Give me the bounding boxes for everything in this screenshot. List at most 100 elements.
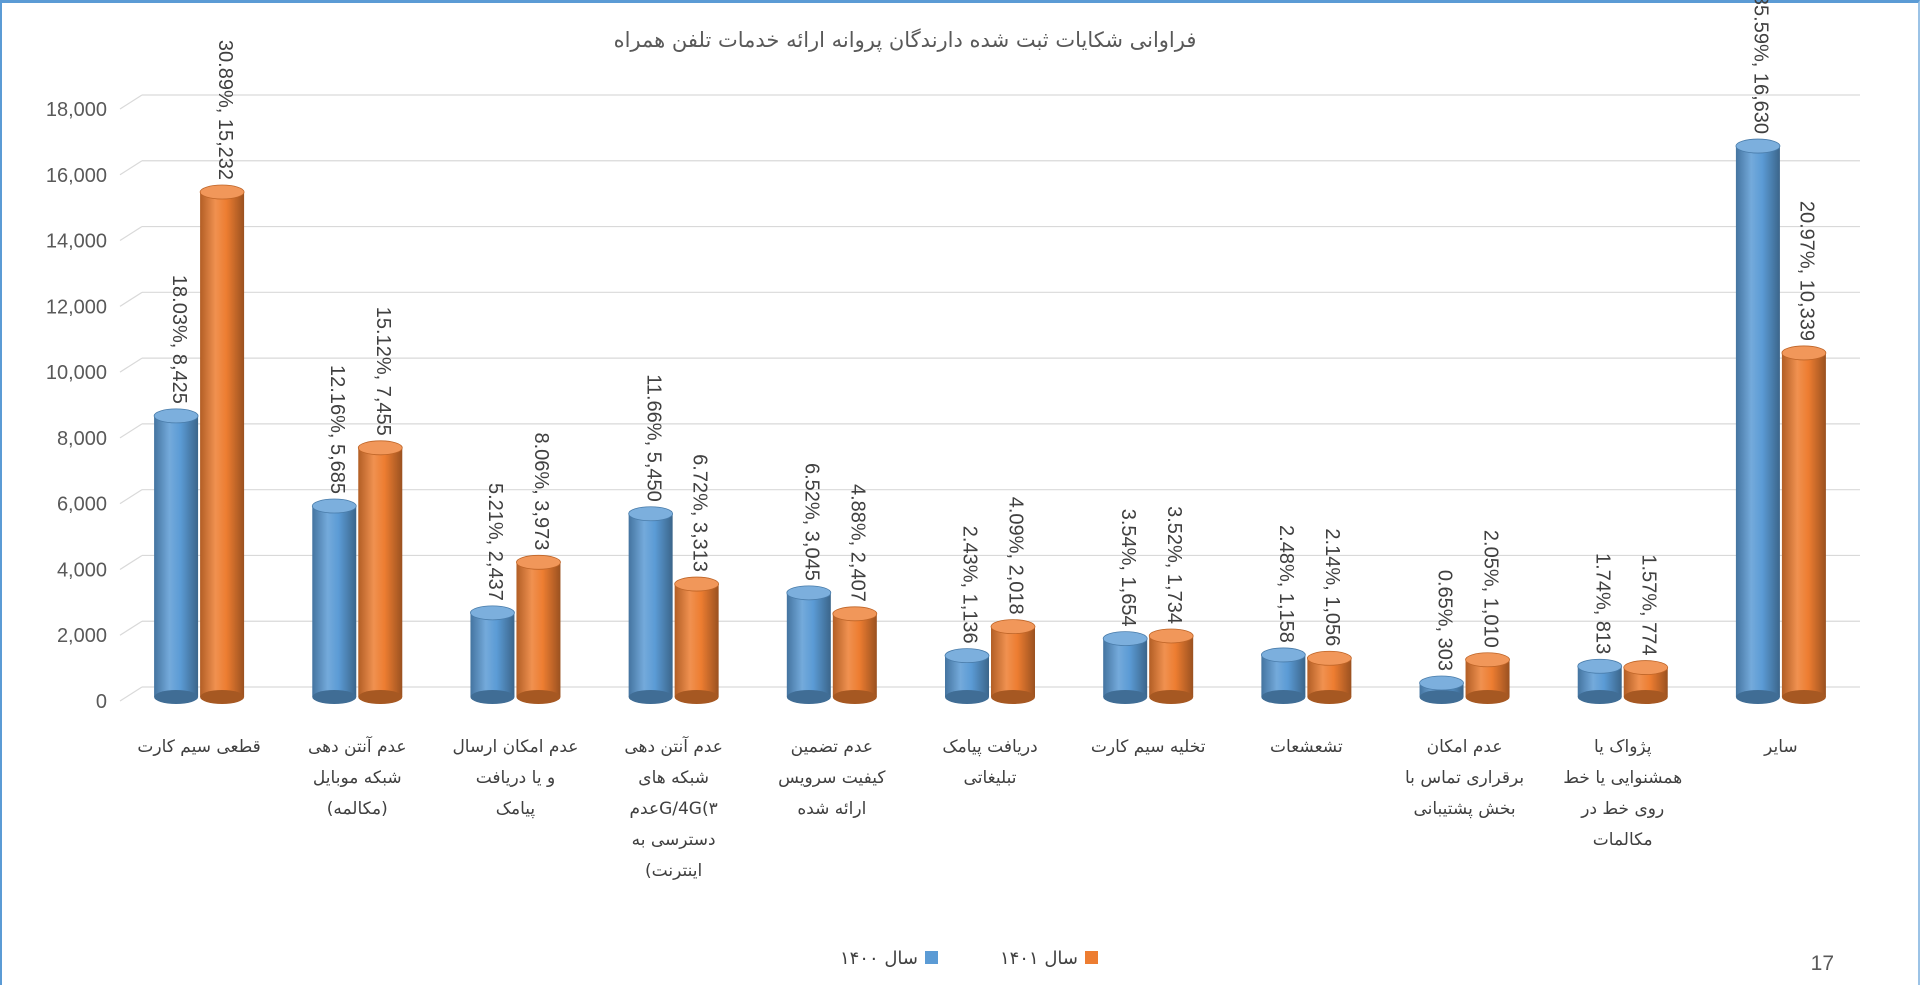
- bar-top: [153, 408, 199, 424]
- bar-top: [1260, 647, 1306, 663]
- bar-body: [1149, 635, 1194, 697]
- y-tick-label: 8,000: [57, 428, 107, 450]
- bar: [1306, 650, 1352, 704]
- y-tick-label: 16,000: [46, 165, 107, 187]
- y-tick-label: 2,000: [57, 625, 107, 647]
- category-label: تشعشعات: [1270, 737, 1343, 757]
- data-label: 6.72%, 3,313: [688, 454, 710, 572]
- bar-body: [1103, 638, 1148, 697]
- data-label: 4.09%, 2,018: [1005, 497, 1027, 615]
- category-label: عدم آنتن دهی: [308, 735, 407, 757]
- chart-title: فراوانی شکایات ثبت شده دارندگان پروانه ا…: [614, 28, 1197, 52]
- bar: [1260, 647, 1306, 704]
- data-label: 12.16%, 5,685: [326, 365, 348, 494]
- bar-base: [1735, 690, 1780, 704]
- bar-base: [832, 690, 877, 704]
- bar: [153, 408, 199, 704]
- gridline-edge: [119, 423, 143, 439]
- category-label: سایر: [1763, 737, 1798, 757]
- bar: [199, 184, 245, 704]
- category-label: دسترسی به: [632, 830, 716, 850]
- bar-top: [1577, 658, 1623, 674]
- bar-body: [1735, 146, 1780, 697]
- data-label: 15.12%, 7,455: [372, 307, 394, 436]
- data-label: 35.59%, 16,630: [1750, 0, 1772, 134]
- y-tick-label: 10,000: [46, 362, 107, 384]
- bar-base: [1465, 690, 1510, 704]
- y-tick-label: 6,000: [57, 494, 107, 516]
- bar-base: [945, 690, 989, 704]
- bar: [674, 576, 720, 704]
- legend-label: سال ۱۴۰۰: [840, 948, 918, 969]
- bar: [1419, 675, 1464, 704]
- bar: [470, 605, 515, 704]
- bar-base: [1623, 690, 1668, 704]
- bar: [1623, 660, 1669, 704]
- data-label: 2.05%, 1,010: [1479, 530, 1501, 648]
- bar-body: [470, 612, 515, 697]
- bar-body: [628, 513, 673, 697]
- bar-base: [516, 690, 561, 704]
- category-label: کیفیت سرویس: [778, 768, 886, 788]
- category-label: مکالمات: [1593, 830, 1653, 850]
- bar: [311, 498, 357, 704]
- data-label: 11.66%, 5,450: [642, 374, 664, 502]
- gridline-edge: [119, 357, 143, 373]
- page-number: 17: [1810, 952, 1834, 975]
- bar-top: [1148, 628, 1194, 644]
- bar-top: [1735, 138, 1781, 154]
- bar: [1148, 628, 1194, 704]
- bar-base: [628, 690, 673, 704]
- bar-body: [832, 613, 877, 697]
- bar-body: [1781, 352, 1826, 697]
- category-label: شبکه موبایل: [313, 768, 402, 788]
- bar-top: [1781, 345, 1827, 361]
- bar-body: [358, 447, 403, 697]
- bar-top: [1465, 652, 1510, 668]
- category-label: روی خط در: [1580, 799, 1664, 819]
- category-label: قطعی سیم کارت: [137, 737, 260, 757]
- data-label: 30.89%, 15,232: [214, 40, 236, 180]
- bar: [357, 440, 403, 704]
- category-label: عدم تضمین: [791, 737, 873, 757]
- bar-base: [786, 690, 831, 704]
- bar-base: [358, 690, 403, 704]
- category-label: G/4G(۳عدم: [630, 799, 718, 819]
- bar-base: [1307, 690, 1352, 704]
- bar-base: [154, 690, 199, 704]
- bar-body: [200, 192, 245, 697]
- bar-top: [786, 585, 832, 601]
- bar-base: [1419, 690, 1464, 704]
- bar: [1735, 138, 1781, 704]
- bar-top: [628, 506, 674, 522]
- bar-base: [470, 690, 515, 704]
- bar-body: [516, 562, 561, 697]
- y-tick-label: 4,000: [57, 559, 107, 581]
- bar-top: [674, 576, 720, 592]
- data-label: 4.88%, 2,407: [847, 484, 869, 602]
- bar-top: [311, 498, 357, 514]
- data-label: 8.06%, 3,973: [530, 432, 552, 550]
- bar: [628, 506, 674, 704]
- bar-top: [1102, 631, 1148, 647]
- bar-top: [199, 184, 245, 200]
- bar-base: [1261, 690, 1306, 704]
- bar-base: [200, 690, 245, 704]
- gridline-edge: [119, 291, 143, 307]
- data-label: 3.54%, 1,654: [1117, 509, 1139, 627]
- y-tick-label: 14,000: [46, 231, 107, 253]
- y-tick-label: 18,000: [46, 99, 107, 121]
- category-label: بخش پشتیبانی: [1413, 799, 1515, 819]
- bar-top: [990, 619, 1036, 635]
- bar-base: [991, 690, 1035, 704]
- category-label: عدم امکان: [1427, 737, 1503, 757]
- bar-body: [312, 506, 357, 697]
- gridline-edge: [119, 620, 143, 636]
- data-label: 20.97%, 10,339: [1796, 201, 1818, 341]
- bar: [990, 619, 1036, 704]
- bar-body: [674, 584, 719, 697]
- bar-base: [312, 690, 357, 704]
- bar-top: [1306, 650, 1352, 666]
- data-label: 1.74%, 813: [1591, 553, 1613, 654]
